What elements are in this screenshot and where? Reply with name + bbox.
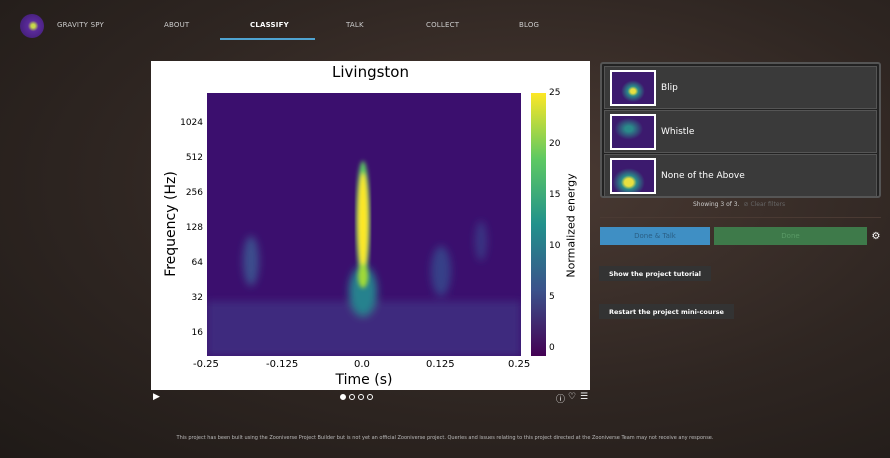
play-button[interactable]: ▶ [153,392,160,402]
footer-disclaimer: This project has been built using the Zo… [176,435,714,441]
show-tutorial-button[interactable]: Show the project tutorial [599,266,711,281]
nav-about[interactable]: ABOUT [164,21,190,29]
frame-dots [340,394,373,400]
x-tick: 0.0 [354,359,370,370]
choice-label: None of the Above [661,170,745,181]
x-axis-label: Time (s) [335,372,393,388]
c-tick: 10 [549,241,561,251]
active-tab-indicator [220,38,315,40]
y-tick: 256 [185,188,203,198]
choice-label: Blip [661,82,678,93]
c-tick: 0 [549,343,555,353]
y-tick: 64 [191,258,203,268]
choice-list: Blip Whistle None of the Above [600,62,881,198]
y-tick-labels: 1024 512 256 128 64 32 16 [173,118,203,363]
choice-blip[interactable]: Blip [604,66,877,109]
choice-thumbnail [610,69,656,106]
frame-dot-2[interactable] [349,394,355,400]
y-axis-label: Frequency (Hz) [163,171,179,277]
nav-brand[interactable]: GRAVITY SPY [57,21,104,29]
subject-viewer[interactable]: Livingston 1024 512 256 [151,61,590,390]
gravity-spy-logo[interactable] [20,14,44,38]
y-tick: 16 [191,328,203,338]
clear-filters-link[interactable]: ⊘ Clear filters [743,201,786,208]
choice-thumbnail [610,157,656,194]
nav-classify[interactable]: CLASSIFY [250,21,289,29]
y-tick: 32 [191,293,203,303]
restart-minicourse-button[interactable]: Restart the project mini-course [599,304,734,319]
showing-count: Showing 3 of 3. ⊘ Clear filters [693,201,785,208]
choice-label: Whistle [661,126,695,137]
x-tick: -0.125 [266,359,299,370]
divider [600,217,881,218]
showing-text: Showing 3 of 3. [693,201,740,208]
colorbar-label: Normalized energy [564,173,578,278]
top-nav: GRAVITY SPY ABOUT CLASSIFY TALK COLLECT … [0,0,890,50]
done-button[interactable]: Done [714,227,867,245]
plot-title: Livingston [332,63,409,81]
y-tick: 512 [185,153,203,163]
x-tick: 0.125 [426,359,455,370]
c-tick: 25 [549,88,561,98]
x-tick: -0.25 [193,359,219,370]
c-tick: 15 [549,190,561,200]
c-tick: 5 [549,292,555,302]
frame-dot-4[interactable] [367,394,373,400]
settings-gear-icon[interactable]: ⚙ [871,230,881,242]
frame-dot-3[interactable] [358,394,364,400]
favorite-heart-icon[interactable]: ♡ [568,392,577,402]
nav-blog[interactable]: BLOG [519,21,540,29]
spectrogram [207,93,546,356]
nav-talk[interactable]: TALK [346,21,364,29]
collections-list-icon[interactable]: ☰ [580,392,589,402]
choice-none-of-the-above[interactable]: None of the Above [604,154,877,197]
x-tick: 0.25 [508,359,531,370]
y-tick: 128 [185,223,203,233]
info-icon[interactable]: ⓘ [556,395,566,405]
colorbar-ticks: 25 20 15 10 5 0 [549,88,560,353]
frame-dot-1[interactable] [340,394,346,400]
choice-thumbnail [610,113,656,150]
c-tick: 20 [549,139,561,149]
choice-whistle[interactable]: Whistle [604,110,877,153]
nav-collect[interactable]: COLLECT [426,21,460,29]
y-tick: 1024 [180,118,203,128]
done-and-talk-button[interactable]: Done & Talk [600,227,710,245]
